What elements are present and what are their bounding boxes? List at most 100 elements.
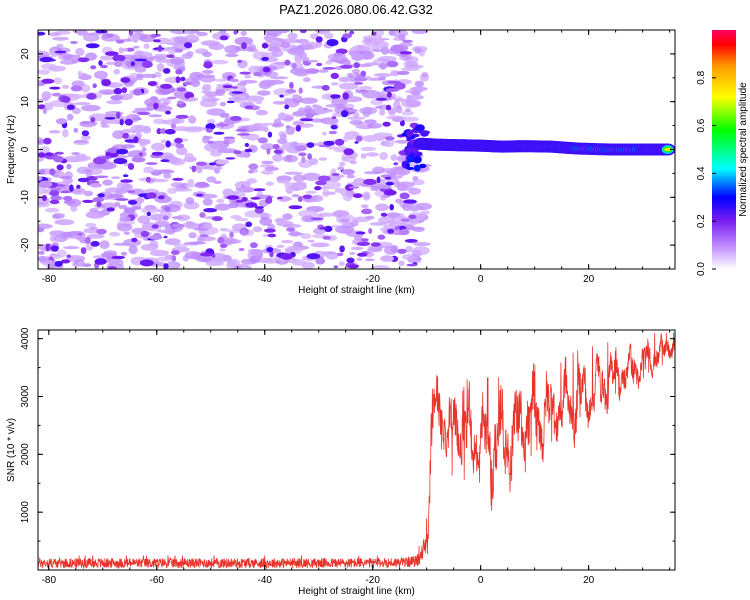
noise-blob: [246, 178, 258, 184]
noise-blob: [113, 87, 123, 95]
noise-blob: [50, 245, 60, 251]
noise-blob: [414, 47, 422, 54]
noise-blob: [314, 186, 322, 191]
noise-blob: [48, 264, 57, 269]
noise-blob: [322, 107, 328, 111]
noise-blob: [239, 71, 252, 75]
noise-blob: [317, 30, 328, 33]
noise-blob: [159, 97, 169, 102]
noise-blob: [131, 237, 138, 243]
noise-blob: [81, 130, 90, 137]
noise-blob: [100, 156, 113, 160]
noise-blob: [377, 234, 386, 240]
x-tick-label: 20: [583, 575, 595, 586]
noise-blob: [44, 207, 60, 213]
noise-blob: [66, 254, 72, 258]
noise-blob: [244, 95, 265, 102]
noise-blob: [94, 70, 108, 80]
noise-blob: [110, 176, 121, 180]
noise-blob: [326, 39, 339, 47]
colorbar-tick-label: 0.6: [696, 118, 707, 132]
noise-blob: [163, 235, 168, 239]
noise-blob: [250, 242, 258, 249]
noise-blob: [151, 224, 159, 229]
noise-blob: [219, 35, 229, 41]
noise-blob: [105, 33, 114, 38]
noise-blob: [310, 242, 330, 248]
band-blob: [411, 147, 419, 153]
noise-blob: [188, 97, 198, 101]
noise-blob: [96, 228, 107, 235]
noise-blob: [121, 144, 136, 149]
noise-blob: [101, 91, 113, 95]
noise-blob: [208, 43, 225, 51]
noise-blob: [234, 36, 254, 46]
noise-blob: [330, 124, 338, 130]
noise-blob: [163, 173, 172, 179]
noise-blob: [56, 43, 64, 48]
band-blob: [414, 126, 425, 132]
noise-blob: [172, 177, 184, 181]
noise-blob: [76, 30, 89, 36]
noise-blob: [38, 98, 50, 102]
noise-blob: [349, 119, 364, 125]
noise-blob: [72, 187, 86, 195]
noise-blob: [276, 244, 285, 248]
noise-blob: [43, 137, 52, 145]
noise-blob: [390, 70, 400, 77]
noise-blob: [244, 148, 253, 153]
noise-blob: [310, 118, 324, 123]
noise-blob: [412, 246, 430, 256]
noise-blob: [204, 222, 213, 229]
band-blob: [406, 137, 412, 142]
noise-blob: [233, 150, 242, 155]
noise-blob: [248, 169, 254, 174]
noise-blob: [146, 211, 151, 217]
noise-blob: [151, 178, 169, 183]
noise-blob: [141, 147, 147, 152]
noise-blob: [97, 193, 105, 198]
noise-blob: [278, 112, 287, 120]
noise-blob: [51, 92, 62, 97]
noise-blob: [231, 91, 244, 94]
noise-blob: [150, 34, 159, 38]
noise-blob: [139, 259, 154, 267]
noise-blob: [230, 116, 242, 121]
noise-blob: [105, 51, 119, 56]
noise-blob: [69, 41, 78, 44]
noise-blob: [318, 175, 331, 182]
noise-blob: [166, 96, 177, 100]
noise-blob: [154, 53, 169, 57]
noise-blob: [412, 226, 425, 232]
noise-blob: [166, 54, 175, 58]
noise-blob: [290, 141, 299, 147]
noise-blob: [395, 198, 403, 204]
noise-blob: [132, 117, 142, 121]
noise-blob: [100, 55, 114, 61]
noise-blob: [364, 258, 375, 262]
x-tick-label: 0: [478, 575, 484, 586]
noise-blob: [52, 36, 70, 41]
noise-blob: [339, 161, 346, 167]
noise-blob: [245, 221, 253, 228]
noise-blob: [399, 56, 413, 61]
noise-blob: [390, 154, 398, 162]
noise-blob: [122, 174, 129, 178]
noise-blob: [287, 47, 305, 56]
noise-blob: [44, 259, 54, 265]
snr-line: [38, 332, 675, 570]
noise-blob: [235, 153, 246, 158]
colorbar-tick-label: 0.0: [696, 262, 707, 276]
noise-blob: [233, 84, 246, 93]
noise-blob: [229, 231, 234, 238]
noise-blob: [202, 198, 213, 206]
noise-blob: [344, 109, 359, 113]
noise-blob: [98, 60, 103, 66]
colorbar-tick-label: 0.4: [696, 166, 707, 180]
noise-blob: [385, 88, 399, 92]
noise-blob: [322, 67, 337, 70]
noise-blob: [392, 116, 404, 123]
noise-blob: [55, 118, 67, 125]
noise-blob: [38, 250, 45, 255]
noise-blob: [116, 181, 130, 191]
